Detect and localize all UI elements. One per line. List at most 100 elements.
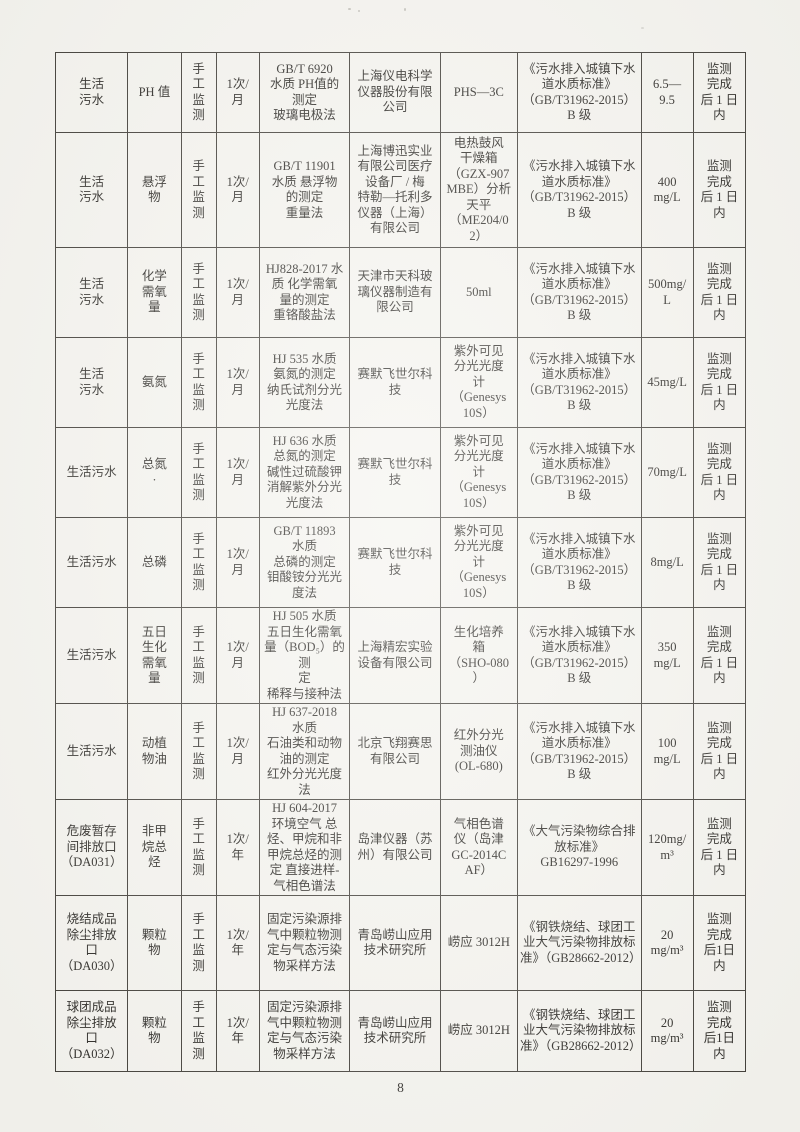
table-row: 球团成品 除尘排放 口 （DA032） 颗粒 物手 工 监 测 1次/ 年固定污染源… bbox=[54, 990, 747, 1072]
cell-company: 天津市天科玻 璃仪器制造有 限公司 bbox=[349, 247, 441, 338]
table-row: 生活污水 总磷手 工 监 测 1次/ 月 GB/T 11893 水质 总磷的测定 钼酸… bbox=[54, 517, 747, 608]
scan-speck bbox=[641, 27, 644, 29]
cell-point: 生活污水 bbox=[54, 607, 129, 704]
cell-item: 悬浮 物 bbox=[127, 132, 182, 248]
cell-item: 颗粒 物 bbox=[127, 895, 182, 991]
cell-limit: 6.5— 9.5 bbox=[640, 52, 694, 133]
cell-method: 固定污染源排 气中颗粒物测 定与气态污染 物采样方法 bbox=[258, 895, 351, 991]
cell-freq: 1次/ 年 bbox=[215, 990, 260, 1072]
cell-company: 赛默飞世尔科 技 bbox=[349, 427, 441, 518]
cell-company: 北京飞翔赛思 有限公司 bbox=[349, 703, 441, 800]
cell-limit: 350 mg/L bbox=[640, 607, 694, 704]
cell-instrument: 气相色谱 仪（岛津 GC-2014C AF） bbox=[439, 799, 518, 896]
cell-freq: 1次/ 月 bbox=[215, 52, 260, 133]
cell-limit: 120mg/ m³ bbox=[640, 799, 694, 896]
table-row: 生活 污水 化学 需氧 量手 工 监 测 1次/ 月 HJ828-2017 水 质 化… bbox=[54, 247, 747, 338]
scan-speck bbox=[404, 8, 406, 11]
cell-freq: 1次/ 年 bbox=[215, 799, 260, 896]
cell-deadline: 监测 完成 后 1 日 内 bbox=[692, 703, 747, 800]
cell-standard: 《污水排入城镇下水 道水质标准》 （GB/T31962-2015） B 级 bbox=[516, 52, 642, 133]
table-row: 生活污水 动植 物油手 工 监 测 1次/ 月 HJ 637-2018 水质 石油类和… bbox=[54, 703, 747, 800]
scan-speck bbox=[358, 10, 360, 12]
cell-standard: 《污水排入城镇下水 道水质标准》 （GB/T31962-2015） B 级 bbox=[516, 607, 642, 704]
cell-deadline: 监测 完成 后 1 日 内 bbox=[692, 337, 747, 428]
cell-method: GB/T 6920 水质 PH值的 测定 玻璃电极法 bbox=[258, 52, 351, 133]
cell-type: 手 工 监 测 bbox=[180, 990, 217, 1072]
cell-type: 手 工 监 测 bbox=[180, 799, 217, 896]
cell-item: 动植 物油 bbox=[127, 703, 182, 800]
cell-type: 手 工 监 测 bbox=[180, 52, 217, 133]
cell-type: 手 工 监 测 bbox=[180, 703, 217, 800]
cell-item: 总氮 · bbox=[127, 427, 182, 518]
cell-deadline: 监测 完成 后1日 内 bbox=[692, 895, 747, 991]
cell-deadline: 监测 完成 后 1 日 内 bbox=[692, 517, 747, 608]
cell-item: 颗粒 物 bbox=[127, 990, 182, 1072]
cell-deadline: 监测 完成 后 1 日 内 bbox=[692, 799, 747, 896]
cell-method: 固定污染源排 气中颗粒物测 定与气态污染 物采样方法 bbox=[258, 990, 351, 1072]
cell-point: 生活污水 bbox=[54, 517, 129, 608]
cell-standard: 《污水排入城镇下水 道水质标准》 （GB/T31962-2015） B 级 bbox=[516, 703, 642, 800]
cell-deadline: 监测 完成 后 1 日 内 bbox=[692, 607, 747, 704]
cell-freq: 1次/ 月 bbox=[215, 247, 260, 338]
cell-point: 烧结成品 除尘排放 口 （DA030） bbox=[54, 895, 129, 991]
cell-instrument: 红外分光 测油仪 (OL-680) bbox=[439, 703, 518, 800]
cell-method: GB/T 11893 水质 总磷的测定 钼酸铵分光光 度法 bbox=[258, 517, 351, 608]
cell-instrument: 紫外可见 分光光度 计 （Genesys 10S） bbox=[439, 427, 518, 518]
cell-item: 五日 生化 需氧 量 bbox=[127, 607, 182, 704]
cell-point: 球团成品 除尘排放 口 （DA032） bbox=[54, 990, 129, 1072]
cell-instrument: 紫外可见 分光光度 计 （Genesys 10S） bbox=[439, 337, 518, 428]
cell-company: 赛默飞世尔科 技 bbox=[349, 337, 441, 428]
cell-instrument: 崂应 3012H bbox=[439, 990, 518, 1072]
cell-item: 化学 需氧 量 bbox=[127, 247, 182, 338]
cell-method: HJ 535 水质 氨氮的测定 纳氏试剂分光 光度法 bbox=[258, 337, 351, 428]
cell-deadline: 监测 完成 后 1 日 内 bbox=[692, 427, 747, 518]
cell-company: 赛默飞世尔科 技 bbox=[349, 517, 441, 608]
cell-type: 手 工 监 测 bbox=[180, 895, 217, 991]
cell-point: 生活污水 bbox=[54, 703, 129, 800]
cell-item: 氨氮 bbox=[127, 337, 182, 428]
table-row: 生活 污水 PH 值手 工 监 测 1次/ 月 GB/T 6920 水质 PH值的 测… bbox=[54, 52, 747, 133]
table-row: 生活 污水 氨氮手 工 监 测 1次/ 月 HJ 535 水质 氨氮的测定 纳氏试剂分… bbox=[54, 337, 747, 428]
cell-limit: 500mg/ L bbox=[640, 247, 694, 338]
cell-standard: 《大气污染物综合排 放标准》 GB16297-1996 bbox=[516, 799, 642, 896]
cell-instrument: PHS—3C bbox=[439, 52, 518, 133]
cell-limit: 400 mg/L bbox=[640, 132, 694, 248]
cell-freq: 1次/ 月 bbox=[215, 337, 260, 428]
table-row: 生活污水 五日 生化 需氧 量手 工 监 测 1次/ 月 HJ 505 水质 五日生化… bbox=[54, 607, 747, 704]
cell-limit: 20 mg/m³ bbox=[640, 895, 694, 991]
cell-instrument: 崂应 3012H bbox=[439, 895, 518, 991]
cell-company: 青岛崂山应用 技术研究所 bbox=[349, 990, 441, 1072]
cell-point: 生活 污水 bbox=[54, 247, 129, 338]
cell-standard: 《污水排入城镇下水 道水质标准》 （GB/T31962-2015） B 级 bbox=[516, 132, 642, 248]
cell-type: 手 工 监 测 bbox=[180, 337, 217, 428]
cell-limit: 20 mg/m³ bbox=[640, 990, 694, 1072]
cell-point: 生活污水 bbox=[54, 427, 129, 518]
cell-method: GB/T 11901 水质 悬浮物 的测定 重量法 bbox=[258, 132, 351, 248]
cell-method: HJ 505 水质 五日生化需氧 量（BOD₅）的测 定 稀释与接种法 bbox=[258, 607, 351, 704]
table-row: 烧结成品 除尘排放 口 （DA030） 颗粒 物手 工 监 测 1次/ 年固定污染源… bbox=[54, 895, 747, 991]
cell-method: HJ828-2017 水 质 化学需氧 量的测定 重铬酸盐法 bbox=[258, 247, 351, 338]
cell-freq: 1次/ 月 bbox=[215, 132, 260, 248]
cell-deadline: 监测 完成 后 1 日 内 bbox=[692, 132, 747, 248]
cell-freq: 1次/ 月 bbox=[215, 703, 260, 800]
cell-method: HJ 604-2017 环境空气 总 烃、甲烷和非 甲烷总烃的测 定 直接进样-… bbox=[258, 799, 351, 896]
cell-method: HJ 637-2018 水质 石油类和动物 油的测定 红外分光光度 法 bbox=[258, 703, 351, 800]
cell-instrument: 50ml bbox=[439, 247, 518, 338]
cell-limit: 100 mg/L bbox=[640, 703, 694, 800]
cell-freq: 1次/ 月 bbox=[215, 607, 260, 704]
table-row: 生活 污水 悬浮 物手 工 监 测 1次/ 月 GB/T 11901 水质 悬浮物 的… bbox=[54, 132, 747, 248]
table-row: 危废暂存 间排放口 （DA031） 非甲 烷总 烃手 工 监 测 1次/ 年 HJ 6… bbox=[54, 799, 747, 896]
cell-type: 手 工 监 测 bbox=[180, 517, 217, 608]
cell-point: 生活 污水 bbox=[54, 52, 129, 133]
cell-limit: 45mg/L bbox=[640, 337, 694, 428]
cell-company: 上海仪电科学 仪器股份有限 公司 bbox=[349, 52, 441, 133]
cell-type: 手 工 监 测 bbox=[180, 132, 217, 248]
page-number: 8 bbox=[397, 1080, 404, 1095]
cell-item: 非甲 烷总 烃 bbox=[127, 799, 182, 896]
cell-freq: 1次/ 月 bbox=[215, 427, 260, 518]
cell-standard: 《污水排入城镇下水 道水质标准》 （GB/T31962-2015） B 级 bbox=[516, 427, 642, 518]
cell-instrument: 紫外可见 分光光度 计 （Genesys 10S） bbox=[439, 517, 518, 608]
cell-type: 手 工 监 测 bbox=[180, 607, 217, 704]
cell-deadline: 监测 完成 后 1 日 内 bbox=[692, 52, 747, 133]
